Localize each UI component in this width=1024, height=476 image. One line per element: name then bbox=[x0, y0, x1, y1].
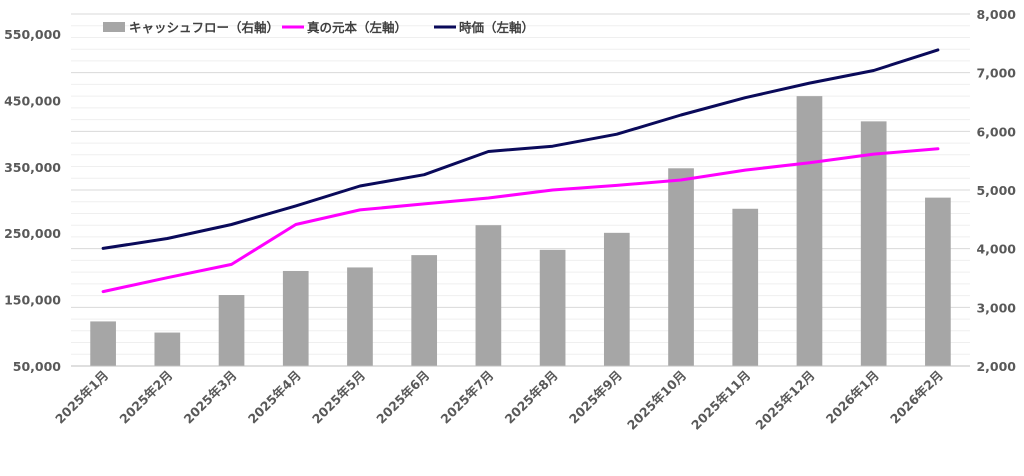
right-axis-tick-label: 3,000 bbox=[976, 300, 1016, 315]
right-axis-tick-label: 6,000 bbox=[976, 124, 1016, 139]
bar-cashflow bbox=[603, 232, 630, 366]
bar-cashflow bbox=[347, 267, 373, 366]
legend: キャッシュフロー（右軸） 真の元本（左軸） 時価（左軸） bbox=[103, 20, 534, 35]
bar-cashflow bbox=[539, 249, 566, 366]
x-axis-tick-label: 2026年2月 bbox=[887, 368, 946, 427]
bar-cashflow bbox=[860, 121, 887, 366]
x-axis-tick-label: 2025年7月 bbox=[437, 368, 496, 427]
left-axis-tick-label: 550,000 bbox=[4, 27, 61, 42]
right-axis-tick-label: 4,000 bbox=[976, 242, 1016, 257]
x-axis-tick-label: 2025年8月 bbox=[502, 368, 561, 427]
x-axis-tick-label: 2026年1月 bbox=[823, 368, 882, 427]
x-axis-tick-label: 2025年3月 bbox=[181, 368, 240, 427]
bar-cashflow bbox=[154, 332, 181, 366]
bar-series bbox=[90, 96, 951, 366]
x-axis-tick-label: 2025年4月 bbox=[245, 368, 304, 427]
bar-cashflow bbox=[668, 168, 694, 366]
bar-cashflow bbox=[925, 197, 951, 366]
x-axis-tick-label: 2025年11月 bbox=[688, 368, 753, 433]
bar-cashflow bbox=[732, 208, 759, 366]
line-market-value bbox=[101, 48, 940, 250]
right-axis-tick-label: 8,000 bbox=[976, 7, 1016, 22]
x-axis-tick-label: 2025年12月 bbox=[752, 368, 817, 433]
legend-label-market-value: 時価（左軸） bbox=[459, 20, 534, 35]
bar-cashflow bbox=[218, 295, 245, 366]
bar-cashflow bbox=[411, 255, 438, 366]
left-axis-tick-label: 150,000 bbox=[4, 293, 61, 308]
x-axis-tick-label: 2025年6月 bbox=[373, 368, 432, 427]
x-axis-tick-label: 2025年10月 bbox=[624, 368, 689, 433]
gridlines bbox=[71, 13, 970, 367]
line-principal bbox=[101, 147, 940, 294]
bar-cashflow bbox=[796, 96, 823, 366]
left-axis-tick-label: 250,000 bbox=[4, 226, 61, 241]
left-axis-tick-label: 50,000 bbox=[13, 359, 62, 374]
x-axis-tick-label: 2025年1月 bbox=[52, 368, 111, 427]
legend-label-principal: 真の元本（左軸） bbox=[307, 20, 407, 35]
right-axis-tick-label: 7,000 bbox=[976, 66, 1016, 81]
legend-label-cashflow: キャッシュフロー（右軸） bbox=[129, 20, 279, 35]
bar-cashflow bbox=[90, 321, 116, 366]
left-axis-tick-label: 350,000 bbox=[4, 160, 61, 175]
bar-cashflow bbox=[475, 225, 502, 366]
right-axis-tick-label: 5,000 bbox=[976, 183, 1016, 198]
x-axis-tick-label: 2025年2月 bbox=[116, 368, 175, 427]
legend-swatch-cashflow bbox=[103, 22, 125, 32]
left-axis-tick-label: 450,000 bbox=[4, 93, 61, 108]
x-axis-tick-label: 2025年5月 bbox=[309, 368, 368, 427]
x-axis-tick-label: 2025年9月 bbox=[566, 368, 625, 427]
right-axis-tick-label: 2,000 bbox=[976, 359, 1016, 374]
line-series bbox=[101, 48, 940, 294]
bar-cashflow bbox=[282, 270, 309, 366]
